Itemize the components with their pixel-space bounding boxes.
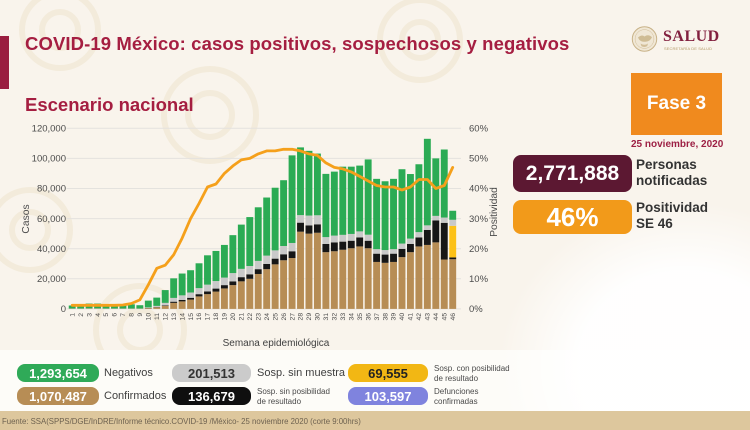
svg-text:3: 3 [86, 313, 93, 317]
svg-text:37: 37 [374, 313, 381, 321]
svg-text:45: 45 [442, 313, 449, 321]
svg-text:80,000: 80,000 [37, 184, 66, 195]
svg-text:4: 4 [95, 313, 102, 317]
svg-text:8: 8 [129, 313, 136, 317]
svg-text:22: 22 [247, 313, 254, 321]
svg-text:Semana epidemiológica: Semana epidemiológica [223, 338, 330, 349]
svg-text:41: 41 [408, 313, 415, 321]
svg-text:16: 16 [196, 313, 203, 321]
svg-text:42: 42 [416, 313, 423, 321]
svg-text:60%: 60% [469, 124, 489, 135]
svg-text:25: 25 [272, 313, 279, 321]
svg-text:20%: 20% [469, 244, 489, 255]
svg-text:46: 46 [450, 313, 457, 321]
svg-text:43: 43 [425, 313, 432, 321]
svg-text:33: 33 [340, 313, 347, 321]
svg-text:20,000: 20,000 [37, 274, 66, 285]
svg-text:36: 36 [365, 313, 372, 321]
svg-text:30%: 30% [469, 214, 489, 225]
svg-text:21: 21 [239, 313, 246, 321]
svg-text:12: 12 [162, 313, 169, 321]
svg-text:35: 35 [357, 313, 364, 321]
svg-text:13: 13 [171, 313, 178, 321]
svg-text:18: 18 [213, 313, 220, 321]
svg-text:1: 1 [69, 313, 76, 317]
svg-text:Casos: Casos [21, 204, 32, 233]
svg-text:9: 9 [137, 313, 144, 317]
svg-text:11: 11 [154, 313, 161, 320]
svg-text:6: 6 [112, 313, 119, 317]
svg-text:10%: 10% [469, 274, 489, 285]
svg-text:7: 7 [120, 313, 127, 317]
svg-text:0: 0 [61, 304, 66, 315]
svg-text:23: 23 [255, 313, 262, 321]
svg-text:5: 5 [103, 313, 110, 317]
svg-text:31: 31 [323, 313, 330, 321]
svg-text:17: 17 [205, 313, 212, 321]
svg-text:19: 19 [222, 313, 229, 321]
svg-text:40: 40 [399, 313, 406, 321]
svg-text:30: 30 [315, 313, 322, 321]
svg-text:40%: 40% [469, 184, 489, 195]
svg-text:15: 15 [188, 313, 195, 321]
svg-text:10: 10 [146, 313, 153, 321]
svg-text:26: 26 [281, 313, 288, 321]
svg-text:120,000: 120,000 [32, 124, 66, 135]
svg-text:32: 32 [332, 313, 339, 321]
svg-text:39: 39 [391, 313, 398, 321]
svg-text:Positividad: Positividad [489, 187, 500, 237]
svg-text:29: 29 [306, 313, 313, 321]
svg-text:60,000: 60,000 [37, 214, 66, 225]
svg-text:27: 27 [289, 313, 296, 321]
svg-text:100,000: 100,000 [32, 154, 66, 165]
svg-text:20: 20 [230, 313, 237, 321]
svg-text:34: 34 [348, 313, 355, 321]
svg-text:50%: 50% [469, 154, 489, 165]
svg-text:0%: 0% [469, 304, 483, 315]
svg-text:40,000: 40,000 [37, 244, 66, 255]
svg-text:28: 28 [298, 313, 305, 321]
svg-text:44: 44 [433, 313, 440, 321]
svg-text:38: 38 [382, 313, 389, 321]
svg-text:24: 24 [264, 313, 271, 321]
svg-text:14: 14 [179, 313, 186, 321]
svg-text:2: 2 [78, 313, 85, 317]
